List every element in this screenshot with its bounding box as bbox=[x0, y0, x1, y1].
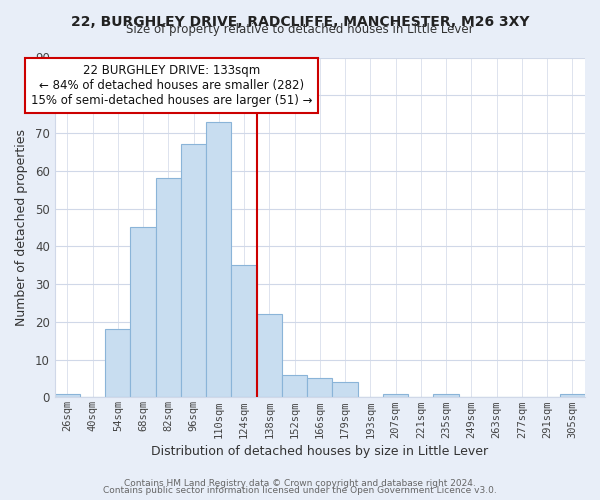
Bar bbox=[155, 178, 181, 398]
Bar bbox=[55, 394, 80, 398]
Y-axis label: Number of detached properties: Number of detached properties bbox=[15, 129, 28, 326]
X-axis label: Distribution of detached houses by size in Little Lever: Distribution of detached houses by size … bbox=[151, 444, 488, 458]
Bar bbox=[332, 382, 358, 398]
Text: 22, BURGHLEY DRIVE, RADCLIFFE, MANCHESTER, M26 3XY: 22, BURGHLEY DRIVE, RADCLIFFE, MANCHESTE… bbox=[71, 15, 529, 29]
Bar bbox=[433, 394, 459, 398]
Text: Contains HM Land Registry data © Crown copyright and database right 2024.: Contains HM Land Registry data © Crown c… bbox=[124, 478, 476, 488]
Bar bbox=[257, 314, 282, 398]
Text: 22 BURGHLEY DRIVE: 133sqm
← 84% of detached houses are smaller (282)
15% of semi: 22 BURGHLEY DRIVE: 133sqm ← 84% of detac… bbox=[31, 64, 312, 108]
Bar bbox=[105, 330, 130, 398]
Bar bbox=[232, 265, 257, 398]
Bar bbox=[307, 378, 332, 398]
Bar bbox=[206, 122, 232, 398]
Bar bbox=[383, 394, 408, 398]
Bar bbox=[282, 374, 307, 398]
Bar bbox=[181, 144, 206, 398]
Bar bbox=[560, 394, 585, 398]
Bar bbox=[130, 228, 155, 398]
Text: Size of property relative to detached houses in Little Lever: Size of property relative to detached ho… bbox=[126, 22, 474, 36]
Text: Contains public sector information licensed under the Open Government Licence v3: Contains public sector information licen… bbox=[103, 486, 497, 495]
